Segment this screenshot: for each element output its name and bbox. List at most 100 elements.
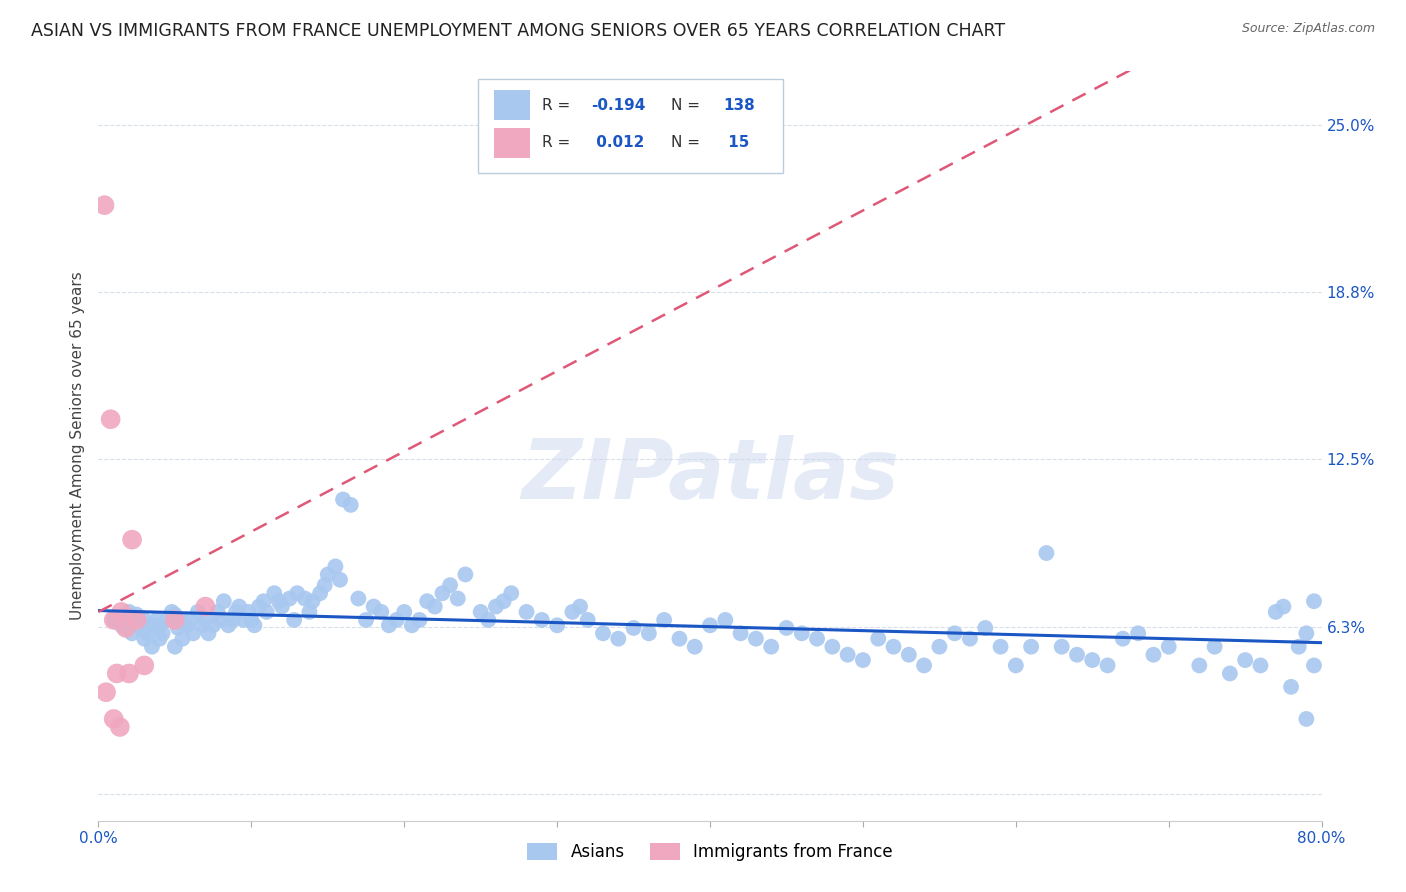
- Point: [332, 492, 354, 507]
- Point: [928, 640, 950, 654]
- Point: [115, 621, 138, 635]
- Point: [163, 613, 186, 627]
- Point: [1142, 648, 1164, 662]
- Point: [136, 626, 159, 640]
- Text: ZIPatlas: ZIPatlas: [522, 435, 898, 516]
- Point: [790, 626, 813, 640]
- Point: [225, 605, 247, 619]
- Point: [301, 594, 323, 608]
- FancyBboxPatch shape: [478, 78, 783, 172]
- Point: [546, 618, 568, 632]
- Point: [125, 613, 148, 627]
- Point: [267, 594, 290, 608]
- Point: [247, 599, 270, 614]
- Point: [256, 605, 278, 619]
- Point: [118, 666, 141, 681]
- Point: [1234, 653, 1257, 667]
- Point: [1157, 640, 1180, 654]
- Point: [240, 613, 263, 627]
- Point: [325, 559, 347, 574]
- Bar: [494, 90, 530, 120]
- Point: [637, 626, 661, 640]
- Point: [852, 653, 875, 667]
- Point: [202, 618, 225, 632]
- Point: [278, 591, 301, 606]
- Point: [759, 640, 782, 654]
- Point: [1035, 546, 1057, 560]
- Point: [141, 640, 163, 654]
- Point: [1303, 658, 1326, 673]
- Point: [243, 618, 266, 632]
- Point: [485, 599, 508, 614]
- Point: [501, 586, 523, 600]
- Point: [1288, 640, 1310, 654]
- Point: [821, 640, 844, 654]
- Point: [385, 613, 408, 627]
- Point: [179, 613, 201, 627]
- Point: [378, 618, 401, 632]
- Point: [121, 533, 143, 547]
- Point: [1097, 658, 1119, 673]
- Point: [228, 599, 250, 614]
- Point: [392, 605, 416, 619]
- Point: [207, 605, 229, 619]
- Point: [416, 594, 439, 608]
- Point: [1272, 599, 1295, 614]
- Point: [868, 632, 890, 646]
- Point: [100, 412, 122, 426]
- Point: [569, 599, 592, 614]
- Point: [561, 605, 583, 619]
- Point: [652, 613, 675, 627]
- Point: [1004, 658, 1026, 673]
- Point: [1128, 626, 1150, 640]
- Point: [314, 578, 336, 592]
- Point: [883, 640, 905, 654]
- Point: [745, 632, 768, 646]
- Point: [1295, 626, 1317, 640]
- Point: [270, 599, 292, 614]
- Point: [607, 632, 630, 646]
- Point: [149, 632, 172, 646]
- Text: R =: R =: [543, 97, 575, 112]
- Point: [197, 626, 219, 640]
- Point: [283, 613, 305, 627]
- Text: ASIAN VS IMMIGRANTS FROM FRANCE UNEMPLOYMENT AMONG SENIORS OVER 65 YEARS CORRELA: ASIAN VS IMMIGRANTS FROM FRANCE UNEMPLOY…: [31, 22, 1005, 40]
- Point: [163, 640, 186, 654]
- Point: [347, 591, 370, 606]
- Y-axis label: Unemployment Among Seniors over 65 years: Unemployment Among Seniors over 65 years: [70, 272, 86, 620]
- Point: [263, 586, 285, 600]
- Point: [959, 632, 981, 646]
- Point: [194, 613, 217, 627]
- Point: [974, 621, 997, 635]
- Point: [1295, 712, 1317, 726]
- Point: [623, 621, 645, 635]
- Point: [1066, 648, 1088, 662]
- Point: [943, 626, 966, 640]
- Point: [477, 613, 499, 627]
- Point: [516, 605, 538, 619]
- Point: [222, 613, 245, 627]
- Point: [217, 618, 239, 632]
- Point: [134, 613, 156, 627]
- Point: [439, 578, 461, 592]
- Point: [103, 613, 125, 627]
- Point: [108, 720, 131, 734]
- Text: 0.012: 0.012: [592, 135, 645, 150]
- Point: [118, 605, 141, 619]
- Point: [912, 658, 935, 673]
- Point: [470, 605, 492, 619]
- Point: [432, 586, 454, 600]
- Point: [775, 621, 797, 635]
- Point: [294, 591, 316, 606]
- Bar: [494, 128, 530, 158]
- Point: [1279, 680, 1302, 694]
- Text: Source: ZipAtlas.com: Source: ZipAtlas.com: [1241, 22, 1375, 36]
- Point: [212, 594, 235, 608]
- Point: [141, 618, 163, 632]
- Point: [1081, 653, 1104, 667]
- Point: [730, 626, 752, 640]
- Point: [232, 613, 254, 627]
- Point: [181, 626, 204, 640]
- Point: [103, 613, 125, 627]
- Point: [408, 613, 430, 627]
